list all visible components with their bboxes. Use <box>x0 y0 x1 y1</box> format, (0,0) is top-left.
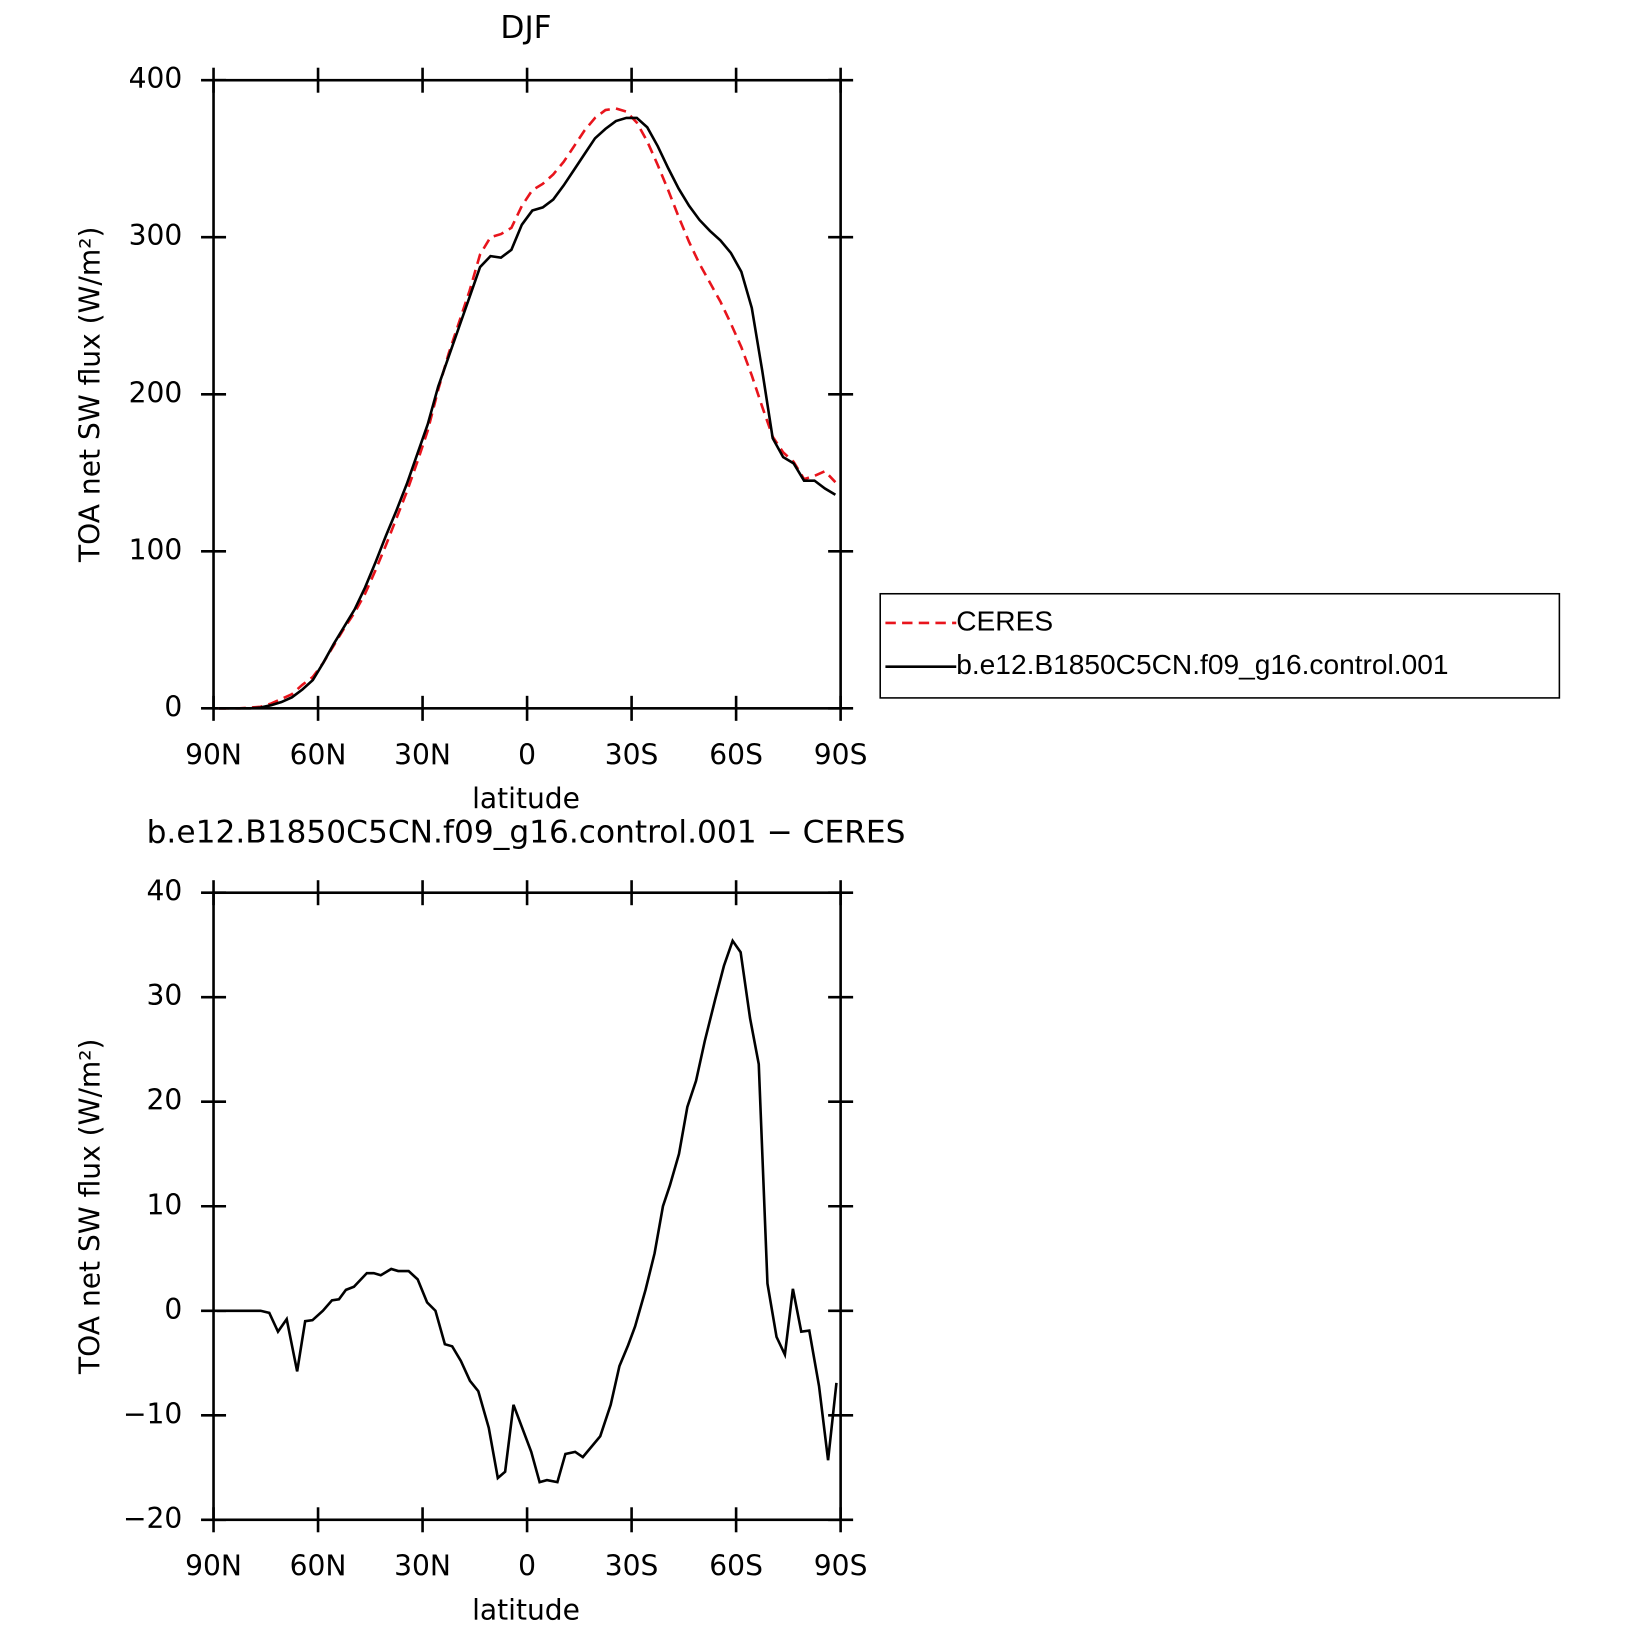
x-tick-label: 30S <box>605 1550 659 1583</box>
y-tick-label: 0 <box>164 690 182 723</box>
x-tick-label: 60N <box>290 738 347 771</box>
x-tick-label: 90S <box>814 738 868 771</box>
x-tick-label: 0 <box>518 1550 536 1583</box>
x-tick-label: 60N <box>290 1550 347 1583</box>
y-tick-label: 40 <box>147 875 183 908</box>
x-tick-label: 90N <box>185 738 242 771</box>
y-tick-label: 200 <box>129 376 183 409</box>
y-tick-label: −10 <box>123 1397 182 1430</box>
chart-title: b.e12.B1850C5CN.f09_g16.control.001 − CE… <box>147 814 906 850</box>
y-tick-label: 20 <box>147 1084 183 1117</box>
x-tick-label: 30S <box>605 738 659 771</box>
y-axis-label: TOA net SW flux (W/m²) <box>74 1038 107 1375</box>
x-axis-label: latitude <box>472 1593 580 1625</box>
data-line <box>218 116 837 710</box>
x-tick-label: 90S <box>814 1550 868 1583</box>
data-line <box>218 107 837 710</box>
legend-label: CERES <box>956 605 1053 636</box>
x-tick-label: 60S <box>709 738 763 771</box>
y-tick-label: 30 <box>147 979 183 1012</box>
data-line <box>217 937 838 1484</box>
y-tick-label: 400 <box>129 62 183 95</box>
legend-label: b.e12.B1850C5CN.f09_g16.control.001 <box>956 649 1448 680</box>
x-tick-label: 60S <box>709 1550 763 1583</box>
y-tick-label: 100 <box>129 533 183 566</box>
y-tick-label: 10 <box>147 1188 183 1221</box>
legend-box <box>879 592 1561 699</box>
y-tick-label: 300 <box>129 219 183 252</box>
x-axis-label: latitude <box>472 782 580 815</box>
plot-frame <box>212 891 842 1522</box>
plot-frame <box>212 78 842 710</box>
x-tick-label: 0 <box>518 738 536 771</box>
x-tick-label: 90N <box>185 1550 242 1583</box>
y-tick-label: −20 <box>123 1502 182 1535</box>
y-axis-label: TOA net SW flux (W/m²) <box>74 226 107 563</box>
x-tick-label: 30N <box>394 1550 451 1583</box>
y-tick-label: 0 <box>164 1293 182 1326</box>
x-tick-label: 30N <box>394 738 451 771</box>
chart-title: DJF <box>500 10 551 46</box>
